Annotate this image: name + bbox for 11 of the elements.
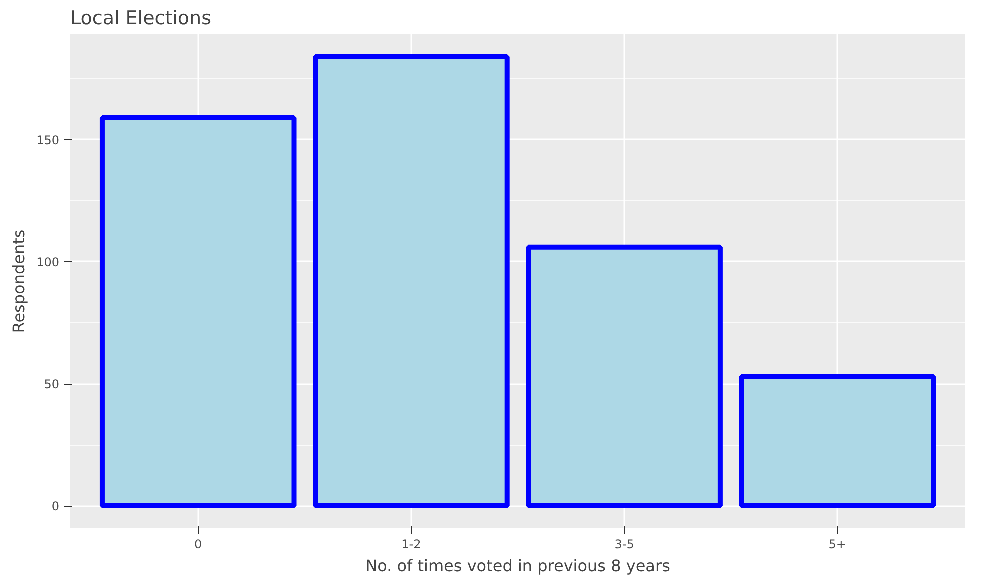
x-tick-label: 3-5 <box>614 538 634 552</box>
chart-title: Local Elections <box>70 8 212 30</box>
y-axis-title: Respondents <box>10 230 29 334</box>
x-tick-label: 1-2 <box>402 538 422 552</box>
x-axis-title: No. of times voted in previous 8 years <box>366 556 670 576</box>
y-tick-label: 150 <box>36 133 60 148</box>
y-tick-label: 50 <box>44 378 60 392</box>
y-tick-label: 100 <box>36 255 60 270</box>
x-tick-label: 5+ <box>828 538 846 552</box>
y-tick-label: 0 <box>52 500 60 514</box>
x-tick-label: 0 <box>194 538 202 552</box>
